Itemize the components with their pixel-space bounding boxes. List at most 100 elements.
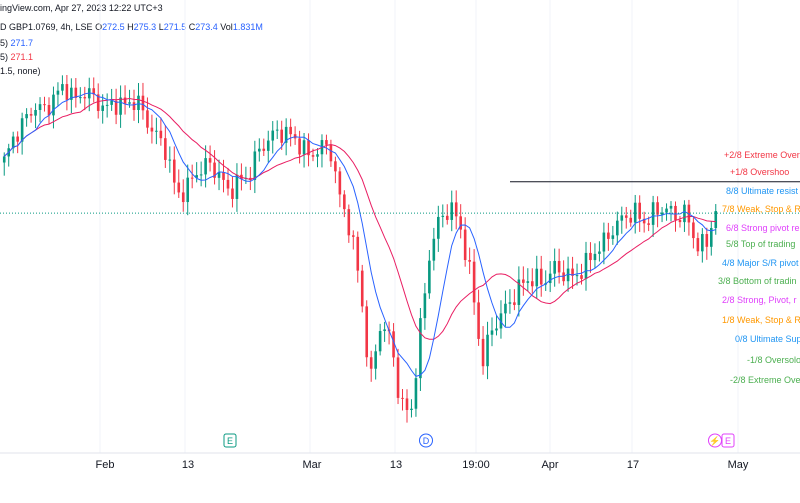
candle	[656, 196, 659, 228]
close-label: C	[188, 22, 196, 32]
candle	[553, 248, 556, 287]
candle	[468, 247, 471, 274]
murrey-level-label: +2/8 Extreme Over	[724, 150, 800, 160]
murrey-level-label: 5/8 Top of trading	[726, 239, 795, 249]
candle	[334, 156, 337, 184]
ma-slow-params: 5)	[0, 52, 9, 62]
candle	[450, 190, 454, 232]
candle	[320, 134, 324, 168]
candle	[266, 130, 270, 163]
candle	[692, 217, 695, 249]
x-tick-label: Mar	[303, 459, 322, 471]
low-value: 271.5	[163, 22, 187, 32]
event-label: E	[227, 436, 233, 446]
time-axis[interactable]: Feb 13 Mar 13 19:00 Apr 17 May	[96, 459, 749, 471]
candle	[517, 266, 521, 317]
candle	[459, 204, 462, 239]
candle	[665, 203, 668, 221]
candle	[477, 289, 480, 346]
candle	[383, 321, 386, 342]
event-earnings-marker[interactable]: E	[223, 433, 237, 448]
candle	[101, 94, 104, 124]
candle	[374, 344, 377, 380]
candle	[589, 242, 592, 273]
candle	[499, 300, 503, 339]
candle	[262, 138, 266, 157]
grid	[99, 0, 739, 453]
candle	[65, 75, 69, 111]
candle	[47, 97, 51, 125]
candle	[29, 107, 33, 123]
candle	[16, 131, 19, 154]
low-label: L	[158, 22, 164, 32]
candle	[316, 148, 319, 168]
candle	[530, 268, 534, 294]
candle	[678, 215, 682, 228]
candle	[329, 139, 333, 167]
candle	[548, 261, 552, 293]
event-label: ⚡	[709, 435, 720, 447]
murrey-level-label: 7/8 Weak, Stop & R	[722, 204, 800, 214]
candle	[701, 228, 704, 263]
murrey-level-label: -2/8 Extreme Ove	[730, 375, 800, 385]
candle	[159, 117, 163, 146]
candle	[481, 326, 485, 375]
murrey-level-label: 6/8 Strong pivot re	[726, 223, 800, 233]
murrey-level-label: 2/8 Strong, Pivot, r	[722, 295, 797, 305]
candle	[177, 169, 181, 198]
candle	[293, 126, 297, 145]
candle	[495, 315, 498, 336]
candle	[298, 130, 301, 164]
candle	[674, 201, 677, 232]
volume-label: Vol	[220, 22, 233, 32]
candle	[365, 300, 369, 367]
ma-slow-line	[3, 97, 716, 340]
candle	[575, 263, 579, 286]
event-dividend-marker[interactable]: D	[419, 433, 433, 448]
x-tick-label: Apr	[541, 459, 558, 471]
candle	[356, 231, 360, 283]
candle	[150, 114, 154, 144]
event-split-marker[interactable]: ⚡	[708, 433, 722, 448]
candle	[584, 241, 588, 291]
event-earnings-marker[interactable]: E	[721, 433, 735, 448]
murrey-level-label: 3/8 Bottom of tradin	[718, 276, 797, 286]
candle	[7, 143, 11, 167]
candle	[11, 131, 15, 154]
candle	[168, 146, 172, 173]
candle	[83, 86, 87, 111]
candle	[544, 270, 548, 291]
candle	[146, 97, 149, 134]
open-label: O	[95, 22, 103, 32]
candle	[593, 243, 597, 268]
candle	[25, 108, 28, 127]
candle	[172, 146, 176, 195]
x-tick-label: 13	[182, 459, 194, 471]
candles	[2, 75, 718, 423]
candle	[396, 348, 400, 405]
murrey-level-label: 8/8 Ultimate resist	[726, 186, 799, 196]
event-label: E	[725, 436, 731, 446]
open-value: 272.5	[102, 22, 125, 32]
candle	[351, 230, 355, 250]
ma-fast-value: 271.7	[10, 38, 34, 48]
candle	[419, 308, 422, 391]
candle	[405, 389, 409, 423]
candle	[195, 162, 198, 183]
candle	[687, 199, 691, 236]
candle	[137, 83, 140, 124]
candle	[410, 399, 413, 418]
events-row: E D ⚡ E	[223, 433, 735, 448]
candle	[204, 145, 207, 188]
event-label: D	[423, 436, 430, 446]
ma-slow-value: 271.1	[10, 52, 34, 62]
candle	[647, 216, 650, 232]
header-line-ma-fast: 5) 271.7	[0, 38, 33, 48]
candle	[164, 125, 167, 168]
candle	[638, 195, 641, 232]
candle	[522, 266, 525, 296]
candle	[231, 176, 234, 208]
candle	[629, 209, 633, 227]
candle	[208, 145, 212, 172]
